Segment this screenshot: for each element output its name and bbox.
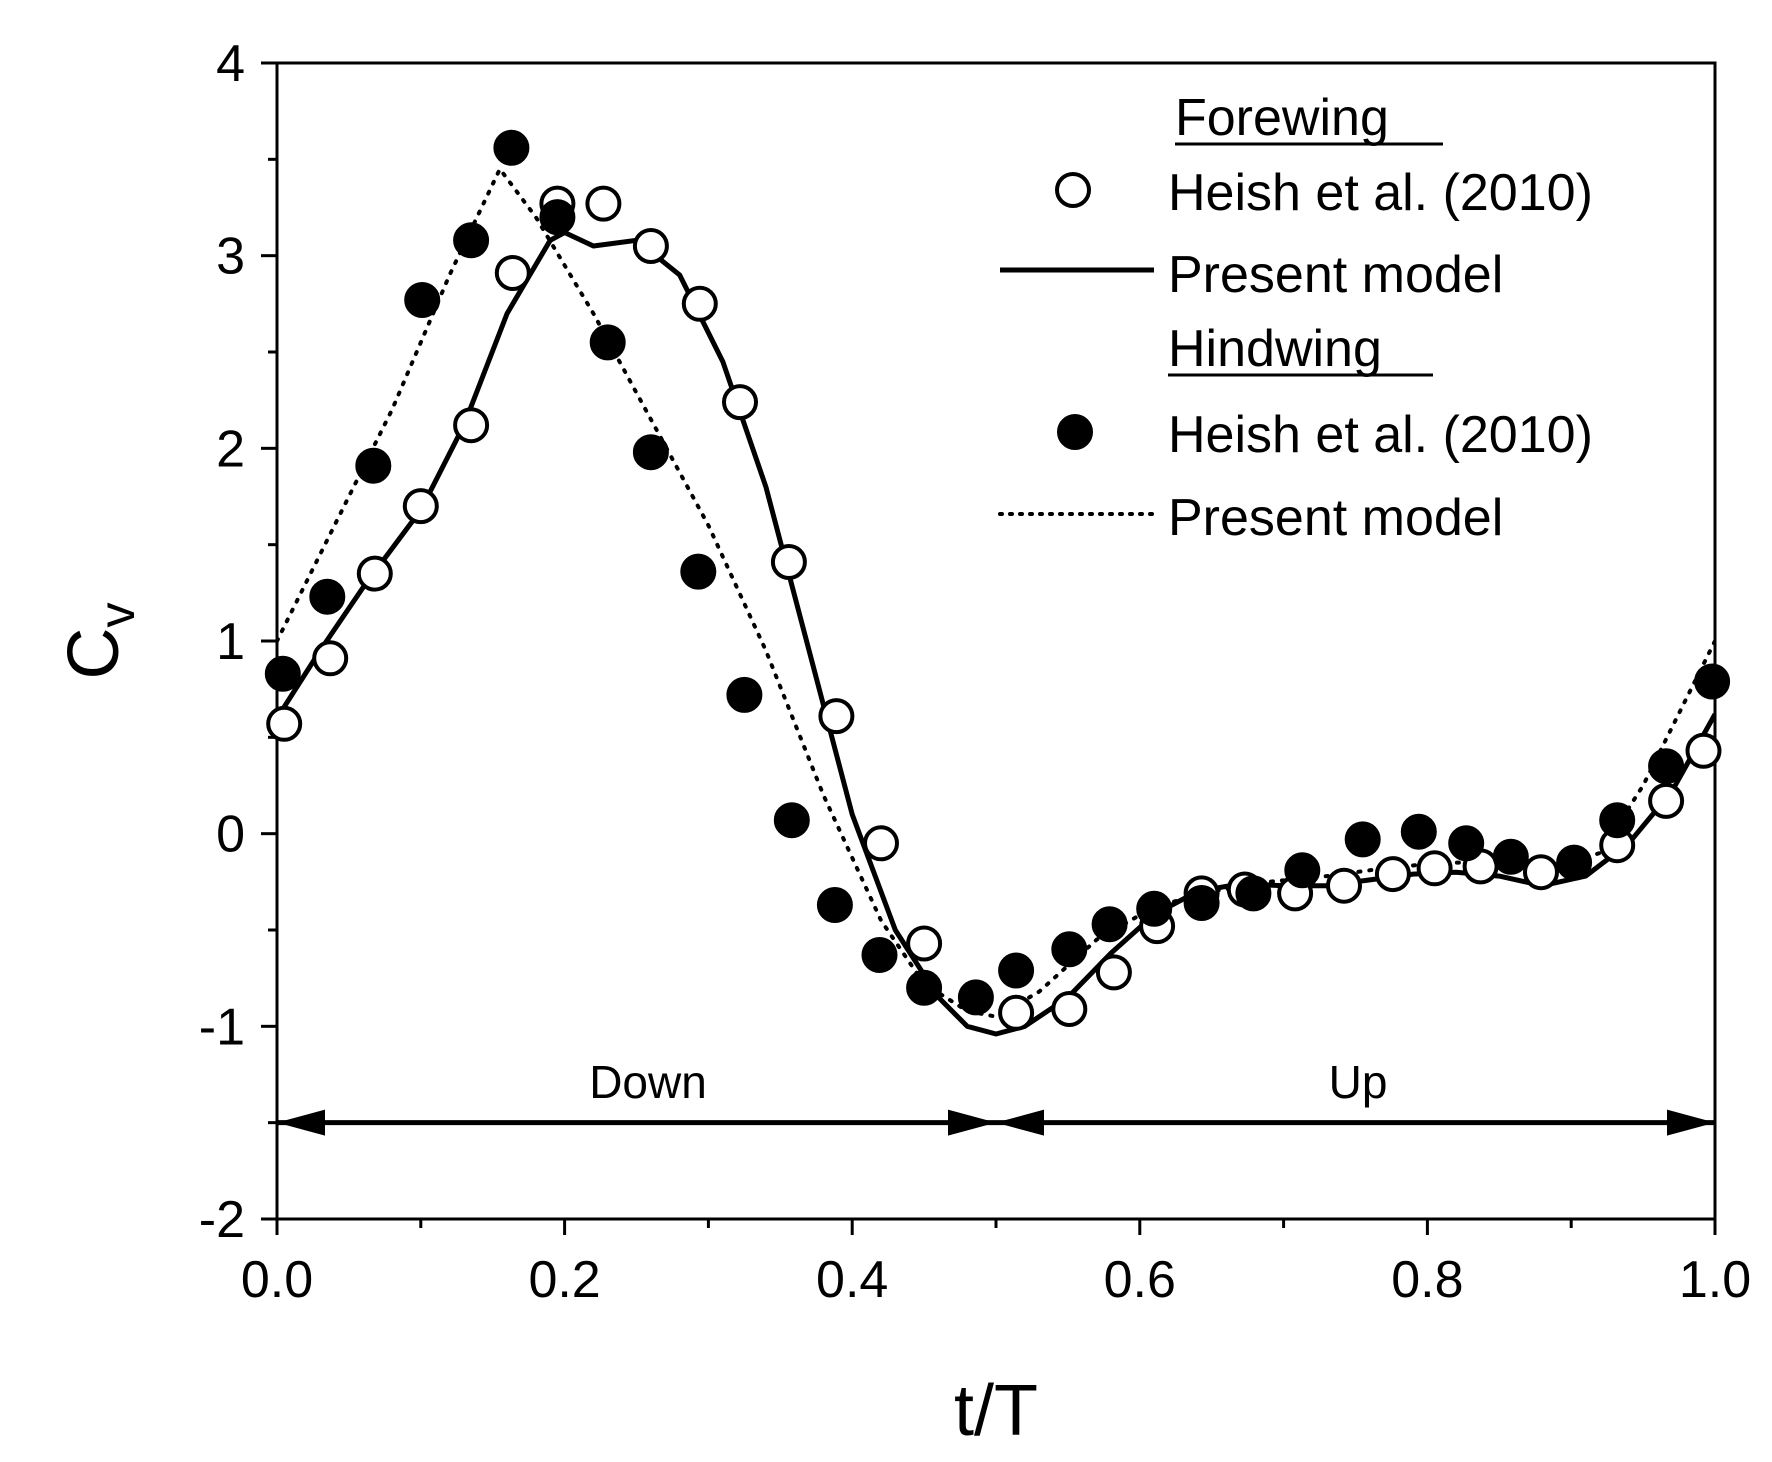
y-tick-label: 2: [216, 420, 245, 478]
down-arrow-right-head: [948, 1109, 996, 1136]
forewing-exp-point: [494, 255, 531, 291]
hindwing-exp-point: [1284, 852, 1321, 889]
forewing-exp-point: [266, 705, 303, 742]
forewing-exp-point: [681, 285, 718, 322]
hindwing-exp-point: [861, 937, 898, 973]
forewing-exp-point: [906, 925, 943, 962]
forewing-exp-point: [1523, 854, 1559, 891]
y-axis-title-main: C: [54, 628, 134, 680]
hindwing-exp-point: [1492, 838, 1529, 875]
forewing-exp-point: [402, 488, 439, 525]
hindwing-exp-point: [816, 887, 853, 923]
hindwing-exp-point: [1091, 906, 1128, 943]
forewing-exp-point: [722, 384, 758, 421]
forewing-exp-point: [1416, 850, 1453, 887]
hindwing-exp-point: [680, 553, 717, 590]
hindwing-exp-point: [1556, 844, 1593, 881]
hindwing-exp-point: [1235, 875, 1272, 912]
hindwing-exp-point: [1136, 890, 1173, 927]
x-axis-title: t/T: [954, 1371, 1038, 1451]
legend-fore-exp-marker: [1055, 172, 1091, 208]
hindwing-exp-point: [589, 324, 626, 361]
legend-hind-exp-label: Heish et al. (2010): [1168, 406, 1593, 464]
hindwing-exp-point: [906, 969, 943, 1006]
x-tick-label: 0.0: [241, 1251, 313, 1309]
y-tick-label: 4: [216, 35, 245, 93]
x-tick-label: 0.4: [816, 1251, 888, 1309]
x-tick-label: 0.6: [1104, 1251, 1176, 1309]
forewing-exp-point: [632, 228, 669, 264]
hindwing-exp-point: [1344, 821, 1381, 858]
hindwing-exp-point: [1183, 885, 1220, 921]
legend-forewing-title: Forewing: [1175, 89, 1389, 147]
hindwing-exp-point: [632, 434, 669, 471]
forewing-exp-point: [585, 185, 622, 222]
annotation-layer: Down Up: [277, 1056, 1715, 1136]
hindwing-exp-point: [355, 447, 392, 484]
hindwing-exp-point: [1648, 748, 1685, 785]
hindwing-exp-point: [957, 979, 994, 1016]
plot-frame: [275, 61, 1717, 1221]
hindwing-exp-point: [1694, 663, 1731, 700]
hindwing-exp-point: [493, 129, 530, 166]
forewing-exp-point: [356, 555, 393, 592]
up-arrow-right-head: [1667, 1109, 1715, 1136]
forewing-exp-point: [1095, 954, 1132, 991]
down-arrow-left-head: [277, 1109, 325, 1136]
hindwing-exp-point: [1599, 802, 1636, 839]
x-tick-label: 1.0: [1679, 1251, 1751, 1309]
hindwing-exp-point: [998, 952, 1035, 989]
hindwing-model-line: [277, 167, 1715, 1019]
hindwing-exp-point: [264, 655, 301, 692]
y-tick-label: 3: [216, 228, 245, 286]
forewing-exp-point: [1326, 867, 1362, 904]
forewing-exp-point: [863, 825, 899, 862]
forewing-exp-point: [998, 994, 1035, 1031]
y-tick-label: -1: [199, 998, 245, 1056]
svg-text:Cv: Cv: [54, 603, 145, 680]
x-tick-label: 0.2: [528, 1251, 600, 1309]
series-layer: [264, 129, 1731, 1037]
legend-hindwing-title: Hindwing: [1168, 320, 1382, 378]
forewing-exp-point: [1648, 782, 1685, 819]
legend: Forewing Heish et al. (2010) Present mod…: [998, 89, 1593, 547]
hindwing-exp-point: [309, 578, 346, 615]
forewing-exp-point: [818, 698, 855, 735]
forewing-exp-point: [1685, 732, 1722, 769]
ticks-layer: 0.0 0.2 0.4 0.6 0.8 1.0 -2 -1 0 1 2 3 4: [199, 35, 1751, 1309]
hindwing-exp-point: [726, 676, 763, 713]
down-label: Down: [589, 1056, 707, 1108]
legend-hind-model-label: Present model: [1168, 489, 1503, 547]
forewing-model-line: [277, 230, 1715, 1037]
hindwing-exp-point: [1400, 813, 1437, 850]
up-label: Up: [1329, 1056, 1388, 1108]
hindwing-exp-point: [539, 199, 576, 236]
y-tick-label: -2: [199, 1191, 245, 1249]
forewing-exp-point: [453, 407, 490, 444]
y-axis-title-subscript: v: [89, 603, 145, 628]
hindwing-exp-point: [1448, 825, 1485, 862]
hindwing-exp-point: [1051, 931, 1088, 968]
forewing-exp-point: [1374, 856, 1411, 893]
y-axis-title: Cv: [54, 603, 145, 680]
up-arrow-left-head: [996, 1109, 1044, 1136]
hindwing-exp-point: [453, 222, 490, 259]
legend-fore-model-label: Present model: [1168, 246, 1503, 304]
y-tick-label: 0: [216, 806, 245, 864]
hindwing-exp-point: [404, 282, 441, 318]
legend-fore-exp-label: Heish et al. (2010): [1168, 164, 1593, 222]
hindwing-exp-point: [773, 802, 810, 839]
forewing-exp-point: [1051, 991, 1088, 1027]
y-tick-label: 1: [216, 613, 245, 671]
forewing-exp-point: [770, 544, 807, 580]
legend-hind-exp-marker: [1057, 414, 1093, 450]
forewing-exp-point: [312, 640, 349, 677]
x-tick-label: 0.8: [1391, 1251, 1463, 1309]
